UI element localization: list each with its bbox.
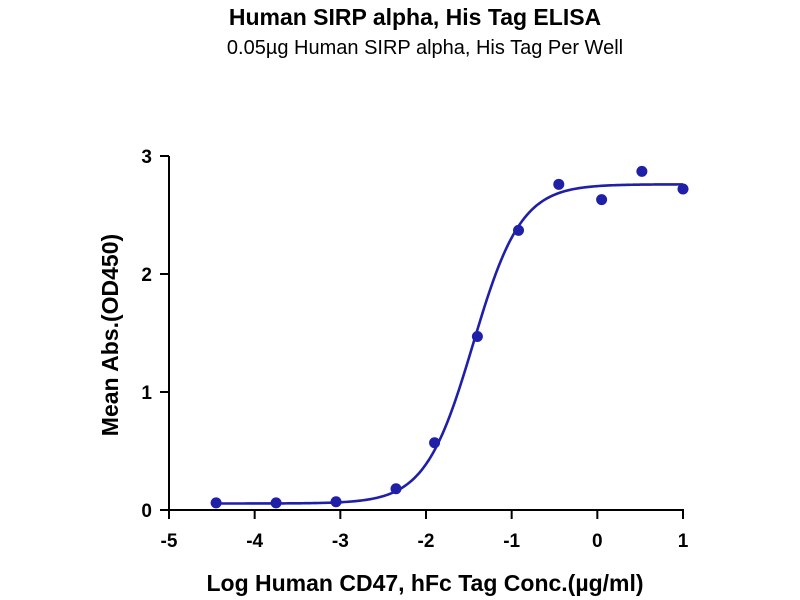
y-tick-label: 2	[141, 265, 152, 286]
data-point	[513, 224, 525, 236]
x-tick-label: -1	[503, 531, 520, 552]
data-point	[270, 497, 282, 509]
chart-subtitle: 0.05µg Human SIRP alpha, His Tag Per Wel…	[226, 37, 624, 59]
data-point	[471, 331, 483, 343]
data-point	[636, 165, 648, 177]
x-axis-title: Log Human CD47, hFc Tag Conc.(µg/ml)	[206, 570, 643, 596]
data-point	[553, 178, 565, 190]
y-axis-title: Mean Abs.(OD450)	[97, 234, 123, 436]
data-point	[210, 497, 222, 509]
x-tick-label: 1	[678, 531, 689, 552]
x-tick-label: -4	[246, 531, 263, 552]
fit-curve-group	[216, 183, 684, 505]
x-tick-label: -3	[332, 531, 349, 552]
x-tick-label: -2	[418, 531, 435, 552]
y-tick-label: 3	[141, 147, 152, 168]
chart-title: Human SIRP alpha, His Tag ELISA	[228, 4, 602, 30]
data-points-group	[210, 165, 689, 509]
x-tick-label: -5	[161, 531, 178, 552]
axes: -5 -4 -3 -2 -1 0 1 0 1 2 3	[141, 147, 688, 552]
y-tick-label: 0	[141, 501, 152, 522]
data-point	[429, 437, 441, 449]
fit-curve	[216, 183, 684, 505]
y-tick-label: 1	[141, 383, 152, 404]
x-tick-label: 0	[592, 531, 603, 552]
data-point	[596, 194, 608, 206]
data-point	[677, 183, 689, 195]
data-point	[330, 496, 342, 508]
data-point	[390, 483, 402, 495]
